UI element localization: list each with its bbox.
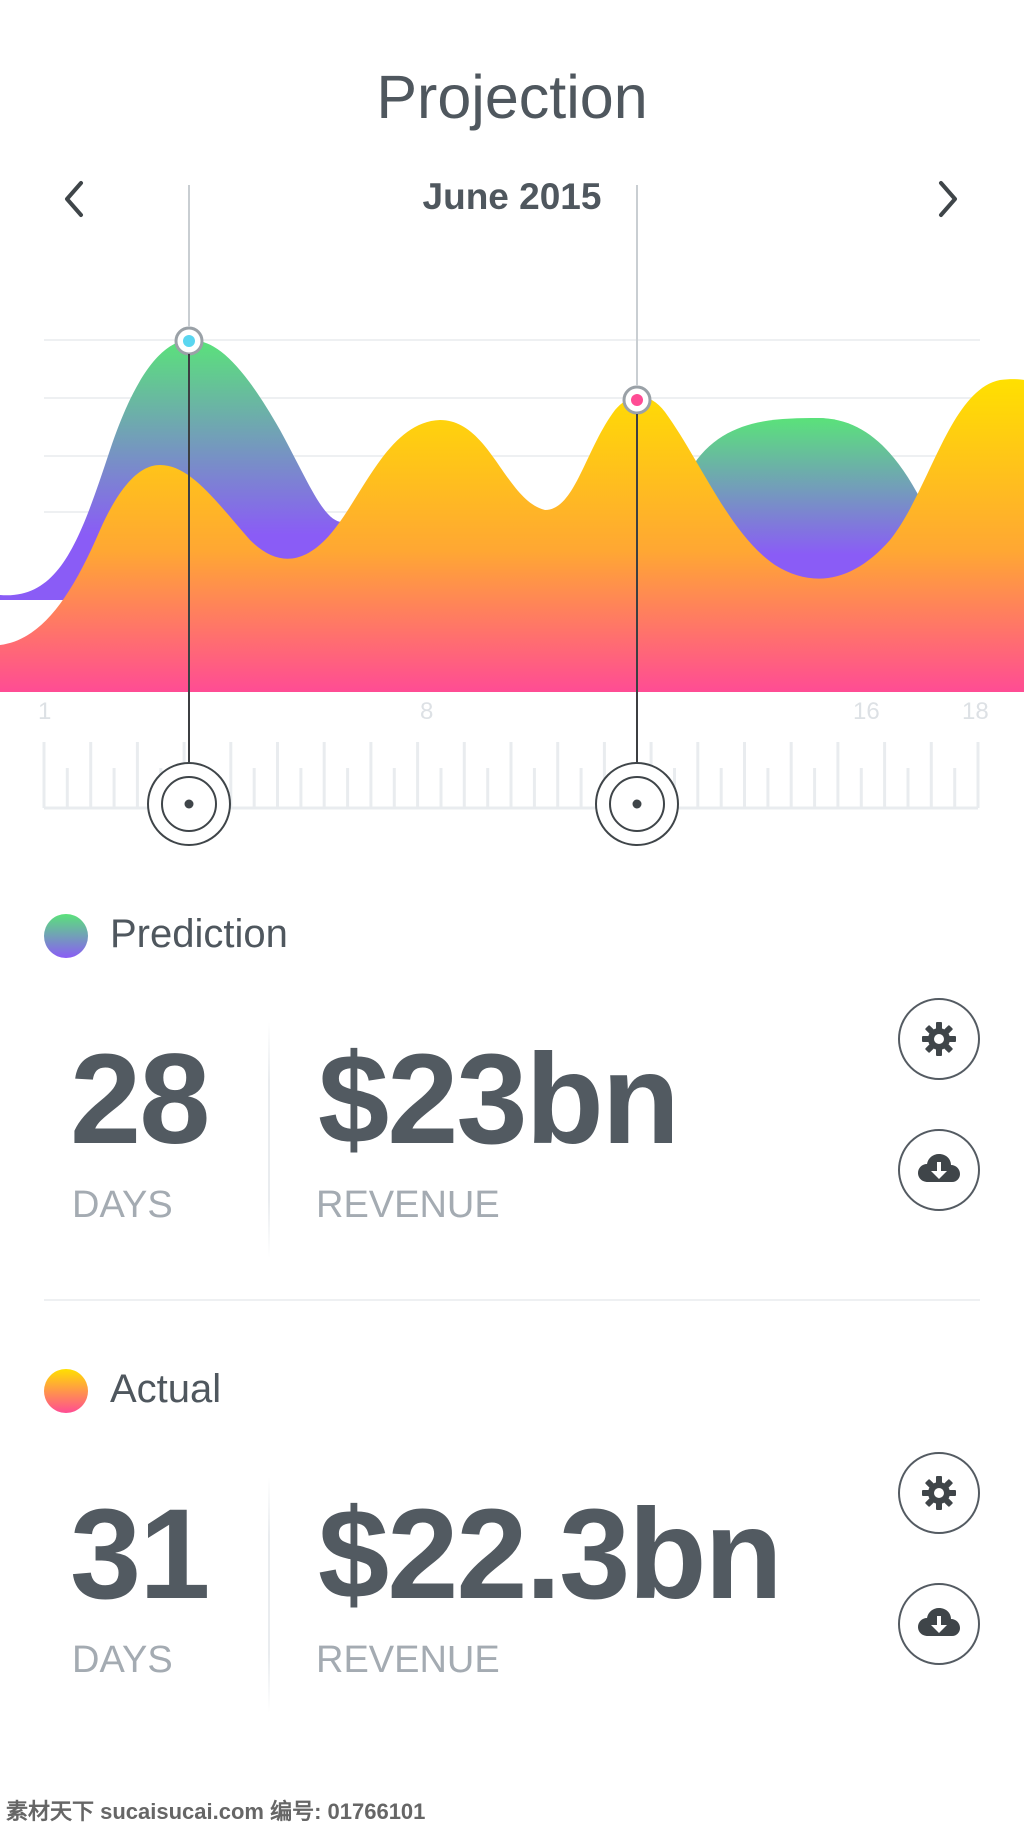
- x-tick-label: 8: [420, 698, 434, 725]
- actual-revenue-value: $22.3bn: [318, 1483, 783, 1626]
- x-tick-label: 18: [962, 698, 989, 725]
- prediction-legend-label: Prediction: [110, 912, 288, 956]
- prediction-days-value: 28: [70, 1028, 210, 1171]
- marker-prediction-core: [183, 335, 195, 347]
- vertical-divider: [268, 1022, 270, 1258]
- actual-days-label: DAYS: [72, 1639, 173, 1681]
- target-icon: [147, 762, 231, 846]
- watermark: 素材天下 sucaisucai.com 编号: 01766101: [6, 1799, 426, 1824]
- projection-area-chart: [0, 326, 1024, 692]
- page-title: Projection: [376, 63, 648, 131]
- gear-icon: [922, 1476, 956, 1510]
- target-icon: [595, 762, 679, 846]
- prediction-days-label: DAYS: [72, 1184, 173, 1226]
- chevron-left-icon: [65, 181, 83, 217]
- prev-month-button[interactable]: [47, 171, 103, 227]
- prediction-revenue-value: $23bn: [318, 1028, 680, 1171]
- x-tick-label: 16: [853, 698, 880, 725]
- prediction-settings-button[interactable]: [898, 998, 980, 1080]
- cursor-line-left-lower: [188, 354, 190, 766]
- section-divider: [44, 1299, 980, 1301]
- cloud-download-icon: [918, 1154, 960, 1182]
- cursor-handle-right[interactable]: [594, 761, 680, 847]
- chevron-right-icon: [939, 181, 957, 217]
- series-actual-area: [0, 379, 1024, 692]
- gear-icon: [922, 1022, 956, 1056]
- cloud-download-icon: [918, 1608, 960, 1636]
- actual-days-value: 31: [70, 1483, 210, 1626]
- actual-revenue-label: REVENUE: [316, 1639, 500, 1681]
- x-tick-label: 1: [38, 698, 52, 725]
- actual-settings-button[interactable]: [898, 1452, 980, 1534]
- cursor-line-right-lower: [636, 414, 638, 766]
- prediction-revenue-label: REVENUE: [316, 1184, 500, 1226]
- cursor-line-left: [188, 185, 190, 327]
- prediction-legend-dot: [44, 914, 88, 958]
- next-month-button[interactable]: [919, 171, 975, 227]
- actual-legend-label: Actual: [110, 1367, 222, 1411]
- vertical-divider: [268, 1477, 270, 1713]
- cursor-line-right: [636, 185, 638, 386]
- month-label: June 2015: [422, 176, 602, 217]
- cursor-handle-left[interactable]: [146, 761, 232, 847]
- prediction-download-button[interactable]: [898, 1129, 980, 1211]
- actual-legend-dot: [44, 1369, 88, 1413]
- actual-download-button[interactable]: [898, 1583, 980, 1665]
- marker-actual-core: [631, 394, 643, 406]
